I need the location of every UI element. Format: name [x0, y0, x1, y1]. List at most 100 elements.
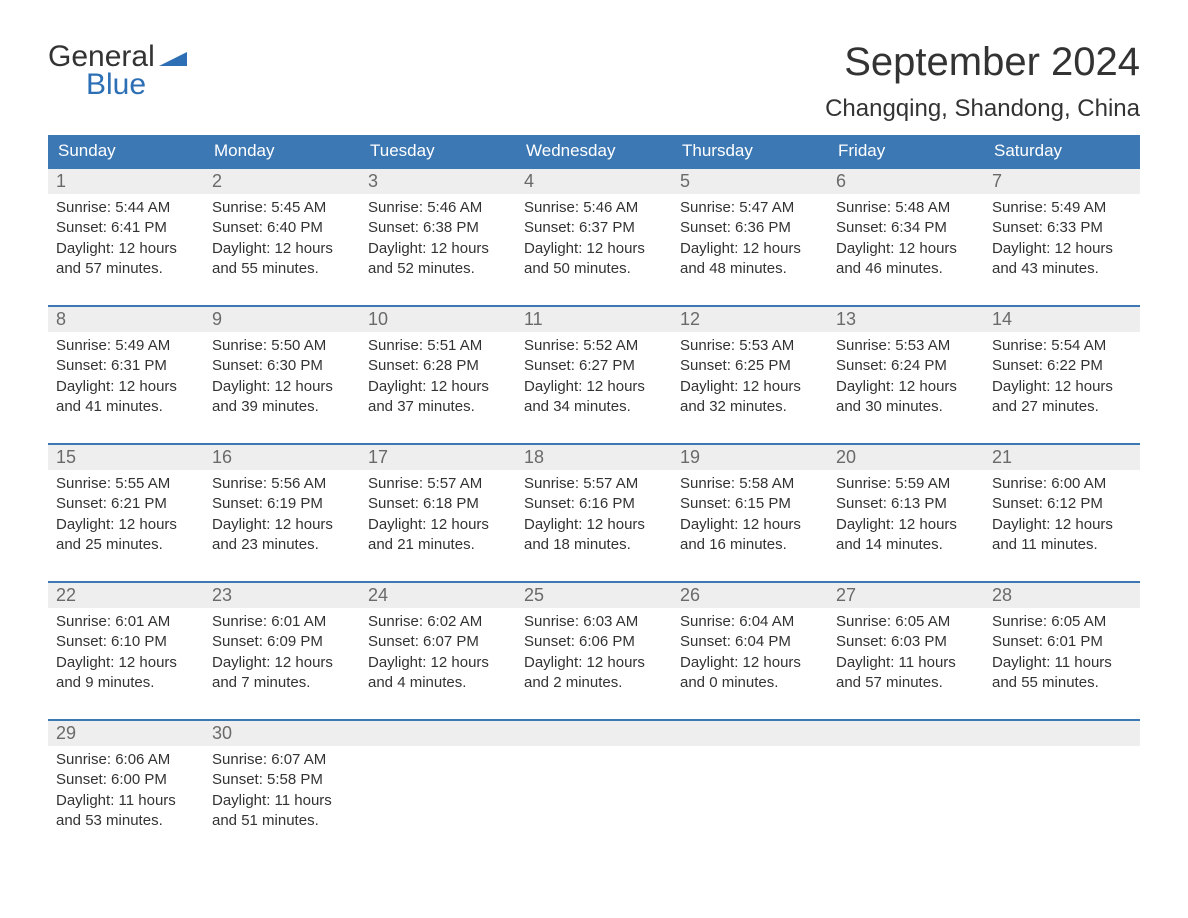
sunset-line: Sunset: 6:37 PM [524, 218, 664, 238]
sunrise-line: Sunrise: 5:58 AM [680, 474, 820, 494]
day-cell: 21Sunrise: 6:00 AMSunset: 6:12 PMDayligh… [984, 445, 1140, 565]
day-cell: 11Sunrise: 5:52 AMSunset: 6:27 PMDayligh… [516, 307, 672, 427]
week-row: 1Sunrise: 5:44 AMSunset: 6:41 PMDaylight… [48, 167, 1140, 289]
day-number: 14 [984, 307, 1140, 332]
daylight-line: Daylight: 12 hours and 48 minutes. [680, 239, 820, 280]
sunset-line: Sunset: 6:40 PM [212, 218, 352, 238]
day-cell: 18Sunrise: 5:57 AMSunset: 6:16 PMDayligh… [516, 445, 672, 565]
sunset-line: Sunset: 6:18 PM [368, 494, 508, 514]
day-number: 3 [360, 169, 516, 194]
day-cell: 23Sunrise: 6:01 AMSunset: 6:09 PMDayligh… [204, 583, 360, 703]
day-cell: 20Sunrise: 5:59 AMSunset: 6:13 PMDayligh… [828, 445, 984, 565]
day-cell: 5Sunrise: 5:47 AMSunset: 6:36 PMDaylight… [672, 169, 828, 289]
day-cell [516, 721, 672, 841]
daylight-line: Daylight: 11 hours and 57 minutes. [836, 653, 976, 694]
sunrise-line: Sunrise: 6:01 AM [212, 612, 352, 632]
week-row: 8Sunrise: 5:49 AMSunset: 6:31 PMDaylight… [48, 305, 1140, 427]
day-body: Sunrise: 6:00 AMSunset: 6:12 PMDaylight:… [984, 470, 1140, 561]
sunset-line: Sunset: 6:01 PM [992, 632, 1132, 652]
sunrise-line: Sunrise: 5:53 AM [680, 336, 820, 356]
sunrise-line: Sunrise: 5:56 AM [212, 474, 352, 494]
day-cell: 25Sunrise: 6:03 AMSunset: 6:06 PMDayligh… [516, 583, 672, 703]
day-body: Sunrise: 5:53 AMSunset: 6:24 PMDaylight:… [828, 332, 984, 423]
day-cell: 2Sunrise: 5:45 AMSunset: 6:40 PMDaylight… [204, 169, 360, 289]
sunrise-line: Sunrise: 5:44 AM [56, 198, 196, 218]
day-body: Sunrise: 5:49 AMSunset: 6:33 PMDaylight:… [984, 194, 1140, 285]
day-body: Sunrise: 5:52 AMSunset: 6:27 PMDaylight:… [516, 332, 672, 423]
sunrise-line: Sunrise: 6:04 AM [680, 612, 820, 632]
daylight-line: Daylight: 11 hours and 55 minutes. [992, 653, 1132, 694]
day-cell [984, 721, 1140, 841]
day-cell: 9Sunrise: 5:50 AMSunset: 6:30 PMDaylight… [204, 307, 360, 427]
day-body: Sunrise: 5:54 AMSunset: 6:22 PMDaylight:… [984, 332, 1140, 423]
day-cell: 27Sunrise: 6:05 AMSunset: 6:03 PMDayligh… [828, 583, 984, 703]
day-body: Sunrise: 6:06 AMSunset: 6:00 PMDaylight:… [48, 746, 204, 837]
sunrise-line: Sunrise: 5:51 AM [368, 336, 508, 356]
day-number: 7 [984, 169, 1140, 194]
day-body: Sunrise: 5:46 AMSunset: 6:37 PMDaylight:… [516, 194, 672, 285]
day-number: 15 [48, 445, 204, 470]
sunrise-line: Sunrise: 5:50 AM [212, 336, 352, 356]
day-body: Sunrise: 5:53 AMSunset: 6:25 PMDaylight:… [672, 332, 828, 423]
day-number: 12 [672, 307, 828, 332]
daylight-line: Daylight: 12 hours and 55 minutes. [212, 239, 352, 280]
day-body: Sunrise: 5:51 AMSunset: 6:28 PMDaylight:… [360, 332, 516, 423]
daylight-line: Daylight: 12 hours and 57 minutes. [56, 239, 196, 280]
day-number: 26 [672, 583, 828, 608]
day-number: 13 [828, 307, 984, 332]
sunrise-line: Sunrise: 5:57 AM [524, 474, 664, 494]
sunset-line: Sunset: 6:27 PM [524, 356, 664, 376]
day-cell: 15Sunrise: 5:55 AMSunset: 6:21 PMDayligh… [48, 445, 204, 565]
daylight-line: Daylight: 12 hours and 43 minutes. [992, 239, 1132, 280]
day-number: 23 [204, 583, 360, 608]
day-cell: 17Sunrise: 5:57 AMSunset: 6:18 PMDayligh… [360, 445, 516, 565]
month-title: September 2024 [825, 40, 1140, 85]
sunrise-line: Sunrise: 5:54 AM [992, 336, 1132, 356]
day-number: 19 [672, 445, 828, 470]
day-cell [828, 721, 984, 841]
day-number [516, 721, 672, 746]
day-body: Sunrise: 5:45 AMSunset: 6:40 PMDaylight:… [204, 194, 360, 285]
sunrise-line: Sunrise: 5:46 AM [524, 198, 664, 218]
day-body: Sunrise: 5:57 AMSunset: 6:16 PMDaylight:… [516, 470, 672, 561]
weekday-sunday: Sunday [48, 135, 204, 167]
title-block: September 2024 Changqing, Shandong, Chin… [825, 40, 1140, 123]
daylight-line: Daylight: 12 hours and 46 minutes. [836, 239, 976, 280]
sunset-line: Sunset: 6:22 PM [992, 356, 1132, 376]
day-number: 27 [828, 583, 984, 608]
daylight-line: Daylight: 12 hours and 18 minutes. [524, 515, 664, 556]
day-body: Sunrise: 6:07 AMSunset: 5:58 PMDaylight:… [204, 746, 360, 837]
day-number: 16 [204, 445, 360, 470]
day-body: Sunrise: 6:04 AMSunset: 6:04 PMDaylight:… [672, 608, 828, 699]
day-cell: 3Sunrise: 5:46 AMSunset: 6:38 PMDaylight… [360, 169, 516, 289]
daylight-line: Daylight: 12 hours and 30 minutes. [836, 377, 976, 418]
sunset-line: Sunset: 6:06 PM [524, 632, 664, 652]
day-number: 28 [984, 583, 1140, 608]
day-number: 5 [672, 169, 828, 194]
sunrise-line: Sunrise: 6:02 AM [368, 612, 508, 632]
calendar: SundayMondayTuesdayWednesdayThursdayFrid… [48, 135, 1140, 841]
location: Changqing, Shandong, China [825, 95, 1140, 123]
sunrise-line: Sunrise: 6:05 AM [992, 612, 1132, 632]
day-number: 21 [984, 445, 1140, 470]
weekday-thursday: Thursday [672, 135, 828, 167]
brand-logo: General Blue [48, 40, 187, 102]
day-body: Sunrise: 5:48 AMSunset: 6:34 PMDaylight:… [828, 194, 984, 285]
sunset-line: Sunset: 6:30 PM [212, 356, 352, 376]
day-cell: 16Sunrise: 5:56 AMSunset: 6:19 PMDayligh… [204, 445, 360, 565]
day-number: 8 [48, 307, 204, 332]
day-body: Sunrise: 5:56 AMSunset: 6:19 PMDaylight:… [204, 470, 360, 561]
daylight-line: Daylight: 12 hours and 34 minutes. [524, 377, 664, 418]
day-number: 10 [360, 307, 516, 332]
sunset-line: Sunset: 6:19 PM [212, 494, 352, 514]
day-number: 6 [828, 169, 984, 194]
day-body: Sunrise: 5:57 AMSunset: 6:18 PMDaylight:… [360, 470, 516, 561]
day-number: 25 [516, 583, 672, 608]
sunrise-line: Sunrise: 5:52 AM [524, 336, 664, 356]
sunrise-line: Sunrise: 6:00 AM [992, 474, 1132, 494]
sunrise-line: Sunrise: 5:59 AM [836, 474, 976, 494]
sunset-line: Sunset: 6:33 PM [992, 218, 1132, 238]
day-cell: 26Sunrise: 6:04 AMSunset: 6:04 PMDayligh… [672, 583, 828, 703]
day-number: 30 [204, 721, 360, 746]
sunset-line: Sunset: 6:31 PM [56, 356, 196, 376]
